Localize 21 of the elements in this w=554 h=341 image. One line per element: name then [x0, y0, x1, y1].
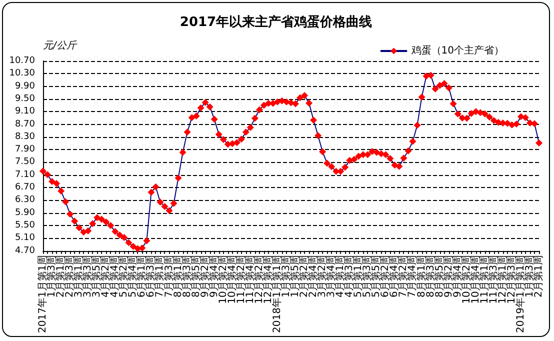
x-tick-label: 2月第1周	[532, 254, 544, 298]
y-tick-label: 8.30	[14, 132, 36, 142]
y-tick-label: 7.90	[14, 144, 36, 155]
y-tick-label: 9.50	[14, 94, 36, 104]
y-tick-label: 7.10	[14, 170, 36, 180]
y-axis-title: 元/公斤	[43, 40, 78, 52]
x-tick-label: 2017年1月第1周	[36, 254, 48, 334]
y-tick-label: 9.10	[14, 106, 36, 117]
y-tick-label: 10.30	[9, 68, 36, 79]
y-tick-label: 6.70	[14, 182, 36, 193]
chart-title: 2017年以来主产省鸡蛋价格曲线	[180, 14, 372, 30]
y-tick-label: 8.70	[14, 119, 36, 130]
y-tick-label: 9.90	[14, 81, 36, 92]
y-tick-label: 5.50	[14, 220, 36, 231]
y-tick-label: 4.70	[14, 246, 36, 256]
legend-label: 鸡蛋（10个主产省）	[410, 44, 504, 56]
y-tick-label: 5.10	[14, 233, 36, 244]
y-tick-label: 5.90	[14, 208, 36, 218]
y-tick-label: 10.70	[9, 56, 36, 66]
y-tick-label: 7.50	[14, 157, 36, 168]
y-tick-label: 6.30	[14, 195, 36, 206]
